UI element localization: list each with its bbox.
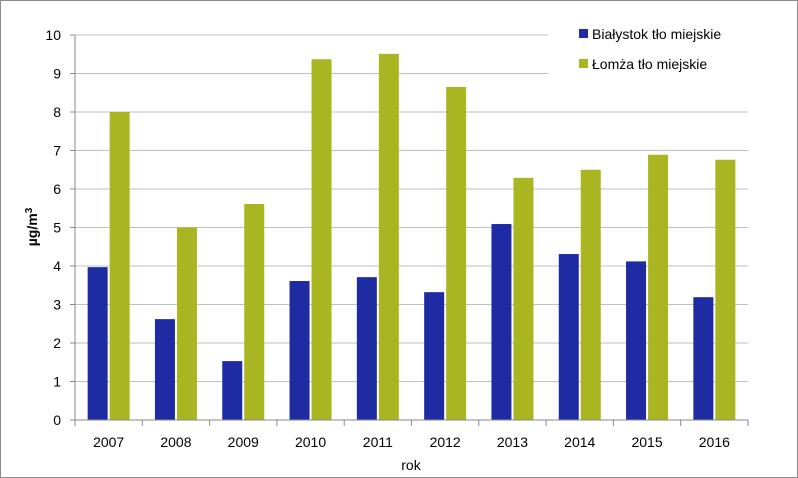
bar-lomza-2014 bbox=[580, 169, 601, 420]
bars bbox=[87, 53, 736, 421]
x-tick-label-2011: 2011 bbox=[363, 434, 393, 450]
x-tick-label-2014: 2014 bbox=[564, 434, 595, 450]
bar-bialystok-2008 bbox=[154, 319, 175, 420]
bar-lomza-2012 bbox=[446, 86, 467, 420]
bar-bialystok-2012 bbox=[424, 292, 445, 420]
bar-bialystok-2015 bbox=[626, 261, 647, 420]
bar-bialystok-2013 bbox=[491, 224, 512, 420]
y-tick-label-2: 2 bbox=[53, 335, 61, 351]
bar-lomza-2013 bbox=[513, 177, 534, 420]
x-tick-label-2016: 2016 bbox=[699, 434, 730, 450]
bar-bialystok-2016 bbox=[693, 297, 714, 420]
y-axis-label-superscript: 3 bbox=[24, 207, 35, 213]
bar-bialystok-2007 bbox=[87, 267, 108, 420]
bar-lomza-2010 bbox=[311, 59, 332, 420]
y-tick-label-4: 4 bbox=[53, 258, 61, 274]
bar-lomza-2007 bbox=[109, 112, 130, 420]
x-tick-labels: 2007 2008 2009 2010 2011 2012 2013 2014 2015 2016 bbox=[93, 434, 730, 450]
bar-lomza-2011 bbox=[378, 53, 399, 421]
legend-label-lomza: Łomża tło miejskie bbox=[592, 56, 707, 72]
y-tick-label-8: 8 bbox=[53, 104, 61, 120]
y-tick-label-9: 9 bbox=[53, 66, 61, 82]
legend-swatch-bialystok bbox=[579, 29, 588, 38]
x-axis-label: rok bbox=[401, 457, 421, 473]
x-tick-label-2007: 2007 bbox=[93, 434, 124, 450]
y-tick-label-7: 7 bbox=[53, 143, 61, 159]
bar-bialystok-2011 bbox=[356, 277, 377, 420]
y-axis-label-base: µg/m bbox=[24, 213, 40, 246]
y-tick-label-0: 0 bbox=[53, 412, 61, 428]
y-tick-label-1: 1 bbox=[53, 374, 61, 390]
x-tick-label-2008: 2008 bbox=[160, 434, 191, 450]
y-tick-label-3: 3 bbox=[53, 297, 61, 313]
y-tick-label-10: 10 bbox=[45, 27, 61, 43]
bar-lomza-2009 bbox=[244, 204, 265, 420]
y-tick-label-6: 6 bbox=[53, 181, 61, 197]
x-tick-label-2012: 2012 bbox=[430, 434, 461, 450]
bar-lomza-2015 bbox=[648, 154, 669, 421]
y-axis-label: µg/m3 bbox=[24, 207, 40, 246]
y-tick-label-5: 5 bbox=[53, 220, 61, 236]
legend-swatch-lomza bbox=[579, 59, 588, 68]
legend: Białystok tło miejskie Łomża tło miejskie bbox=[548, 22, 748, 84]
bar-bialystok-2014 bbox=[558, 254, 579, 420]
y-tick-labels: 0 1 2 3 4 5 6 7 8 9 10 bbox=[45, 27, 61, 428]
bar-bialystok-2010 bbox=[289, 281, 310, 420]
gridlines bbox=[75, 34, 748, 382]
bar-lomza-2008 bbox=[176, 227, 197, 420]
bar-lomza-2016 bbox=[715, 159, 736, 421]
x-tick-label-2010: 2010 bbox=[295, 434, 326, 450]
x-tick-label-2015: 2015 bbox=[631, 434, 662, 450]
x-tick-label-2009: 2009 bbox=[228, 434, 259, 450]
axes bbox=[70, 34, 749, 426]
x-tick-label-2013: 2013 bbox=[497, 434, 528, 450]
bar-bialystok-2009 bbox=[222, 361, 243, 420]
legend-label-bialystok: Białystok tło miejskie bbox=[592, 26, 721, 42]
